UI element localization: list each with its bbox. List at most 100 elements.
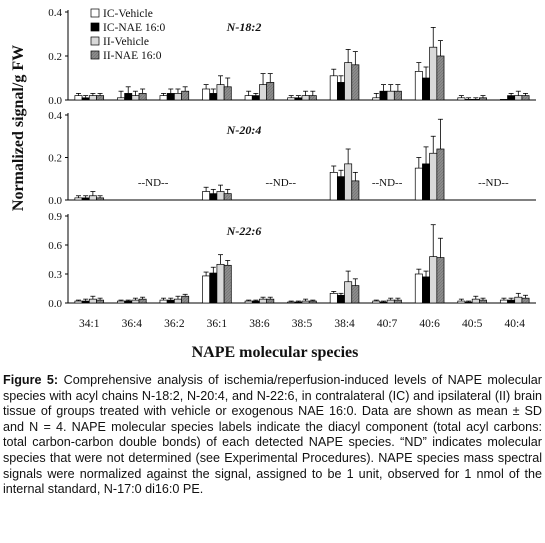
y-tick-label: 0.0 xyxy=(48,95,62,107)
y-tick-label: 0.6 xyxy=(48,240,62,252)
bar-ic-vehicle xyxy=(329,292,338,304)
bar-ic-nae-16-0 xyxy=(209,272,218,304)
plot-area: 0.0 0.2 0.4 N-18:2 0.0 0.2 0.4 N-20:4 --ND-- --ND… xyxy=(48,7,536,330)
bar-ii-vehicle xyxy=(174,298,182,304)
bar-ii-nae-16-0 xyxy=(223,193,232,201)
nd-label: --ND-- xyxy=(138,177,169,189)
bar-ii-vehicle xyxy=(386,299,395,304)
bar-ic-nae-16-0 xyxy=(507,299,516,304)
bar-ii-vehicle xyxy=(344,62,353,101)
figure-5-chart: Normalized signal/g FW NAPE molecular sp… xyxy=(10,7,536,361)
bar-ic-nae-16-0 xyxy=(336,82,345,101)
panel-title: N-20:4 xyxy=(226,123,262,137)
bar-ii-vehicle xyxy=(301,95,310,101)
bar-ic-nae-16-0 xyxy=(422,276,430,304)
x-tick-label: 40:7 xyxy=(377,318,398,330)
legend-label: II-NAE 16:0 xyxy=(103,50,162,62)
bar-ii-vehicle xyxy=(344,163,353,201)
bar-ic-vehicle xyxy=(159,299,168,304)
bar-ic-nae-16-0 xyxy=(166,299,175,304)
bar-ic-vehicle xyxy=(499,299,508,304)
bar-ii-nae-16-0 xyxy=(351,64,360,101)
x-tick-label: 40:6 xyxy=(419,318,440,330)
bar-ii-nae-16-0 xyxy=(436,148,445,201)
bar-ic-vehicle xyxy=(287,301,296,304)
bar-ii-vehicle xyxy=(131,299,140,304)
nd-label: --ND-- xyxy=(265,177,296,189)
bar-ic-vehicle xyxy=(244,95,253,101)
bar-ii-nae-16-0 xyxy=(393,90,402,101)
bar-ii-nae-16-0 xyxy=(266,298,275,304)
bar-ic-nae-16-0 xyxy=(81,300,90,304)
bar-ic-nae-16-0 xyxy=(209,193,218,201)
panel-n-20-4: 0.0 0.2 0.4 N-20:4 --ND-- --ND-- --ND-- --ND-- xyxy=(48,110,536,207)
bar-ii-nae-16-0 xyxy=(351,285,360,304)
nd-label: --ND-- xyxy=(372,177,403,189)
bar-ii-vehicle xyxy=(301,300,310,304)
bar-ii-nae-16-0 xyxy=(521,95,530,101)
bar-ic-nae-16-0 xyxy=(209,93,218,101)
bar-ii-vehicle xyxy=(216,191,225,201)
bar-ic-nae-16-0 xyxy=(422,77,430,101)
bar-ii-nae-16-0 xyxy=(479,299,487,304)
panel-n-22-6: 0.0 0.3 0.6 0.9 N-22:6 xyxy=(48,211,536,310)
bar-ic-nae-16-0 xyxy=(294,97,303,101)
panel-title: N-22:6 xyxy=(226,224,262,238)
bar-ic-vehicle xyxy=(202,88,211,101)
bar-ic-nae-16-0 xyxy=(422,163,430,201)
x-axis-title: NAPE molecular species xyxy=(192,344,359,361)
bar-ic-vehicle xyxy=(414,273,423,304)
bar-ic-vehicle xyxy=(74,197,83,201)
bar-ic-nae-16-0 xyxy=(379,90,388,101)
y-tick-label: 0.2 xyxy=(48,51,62,63)
bar-ii-nae-16-0 xyxy=(479,97,487,101)
bar-ic-vehicle xyxy=(74,95,83,101)
bar-ic-vehicle xyxy=(329,172,338,201)
y-tick-label: 0.4 xyxy=(48,110,62,122)
y-tick-label: 0.0 xyxy=(48,195,62,207)
bar-ic-nae-16-0 xyxy=(81,97,90,101)
bar-ii-nae-16-0 xyxy=(181,90,190,101)
legend-label: IC-Vehicle xyxy=(103,8,153,20)
figure-caption: Figure 5: Comprehensive analysis of isch… xyxy=(3,373,542,498)
bar-ic-vehicle xyxy=(159,95,168,101)
bar-ii-vehicle xyxy=(514,296,523,304)
bar-ic-nae-16-0 xyxy=(124,300,133,304)
legend: IC-Vehicle IC-NAE 16:0 II-Vehicle II-NAE 16… xyxy=(90,8,166,62)
bar-ic-nae-16-0 xyxy=(507,95,516,101)
bar-ic-nae-16-0 xyxy=(124,93,133,101)
bar-ii-vehicle xyxy=(386,90,395,101)
bar-ic-vehicle xyxy=(499,99,508,101)
x-tick-label: 38:4 xyxy=(334,318,355,330)
bar-ii-nae-16-0 xyxy=(521,297,530,304)
bar-ii-nae-16-0 xyxy=(223,264,232,304)
caption-label: Figure 5: xyxy=(3,373,59,387)
bar-ii-vehicle xyxy=(259,298,268,304)
bar-ic-nae-16-0 xyxy=(251,300,260,304)
legend-label: IC-NAE 16:0 xyxy=(103,22,166,34)
bar-ii-vehicle xyxy=(131,95,140,101)
bar-ic-vehicle xyxy=(202,275,211,304)
bar-ii-vehicle xyxy=(429,152,438,201)
bar-ii-nae-16-0 xyxy=(181,295,190,304)
legend-swatch xyxy=(90,36,100,46)
bar-ic-vehicle xyxy=(117,300,125,304)
x-tick-label: 40:5 xyxy=(462,318,483,330)
bar-ic-vehicle xyxy=(287,97,296,101)
bar-ii-nae-16-0 xyxy=(138,93,147,101)
bar-ic-nae-16-0 xyxy=(464,301,473,304)
bar-ic-nae-16-0 xyxy=(464,99,473,101)
bar-ic-nae-16-0 xyxy=(166,93,175,101)
x-tick-label: 38:5 xyxy=(292,318,313,330)
bar-ic-vehicle xyxy=(329,75,338,101)
x-tick-label: 40:4 xyxy=(505,318,526,330)
bar-ii-nae-16-0 xyxy=(308,300,317,304)
bar-ii-vehicle xyxy=(471,99,480,101)
y-tick-label: 0.0 xyxy=(48,298,62,310)
legend-swatch xyxy=(90,50,100,60)
bar-ic-nae-16-0 xyxy=(81,197,90,201)
bar-ii-nae-16-0 xyxy=(96,299,105,304)
bar-ii-vehicle xyxy=(429,46,438,101)
legend-swatch xyxy=(90,8,100,18)
panel-title: N-18:2 xyxy=(226,20,262,34)
